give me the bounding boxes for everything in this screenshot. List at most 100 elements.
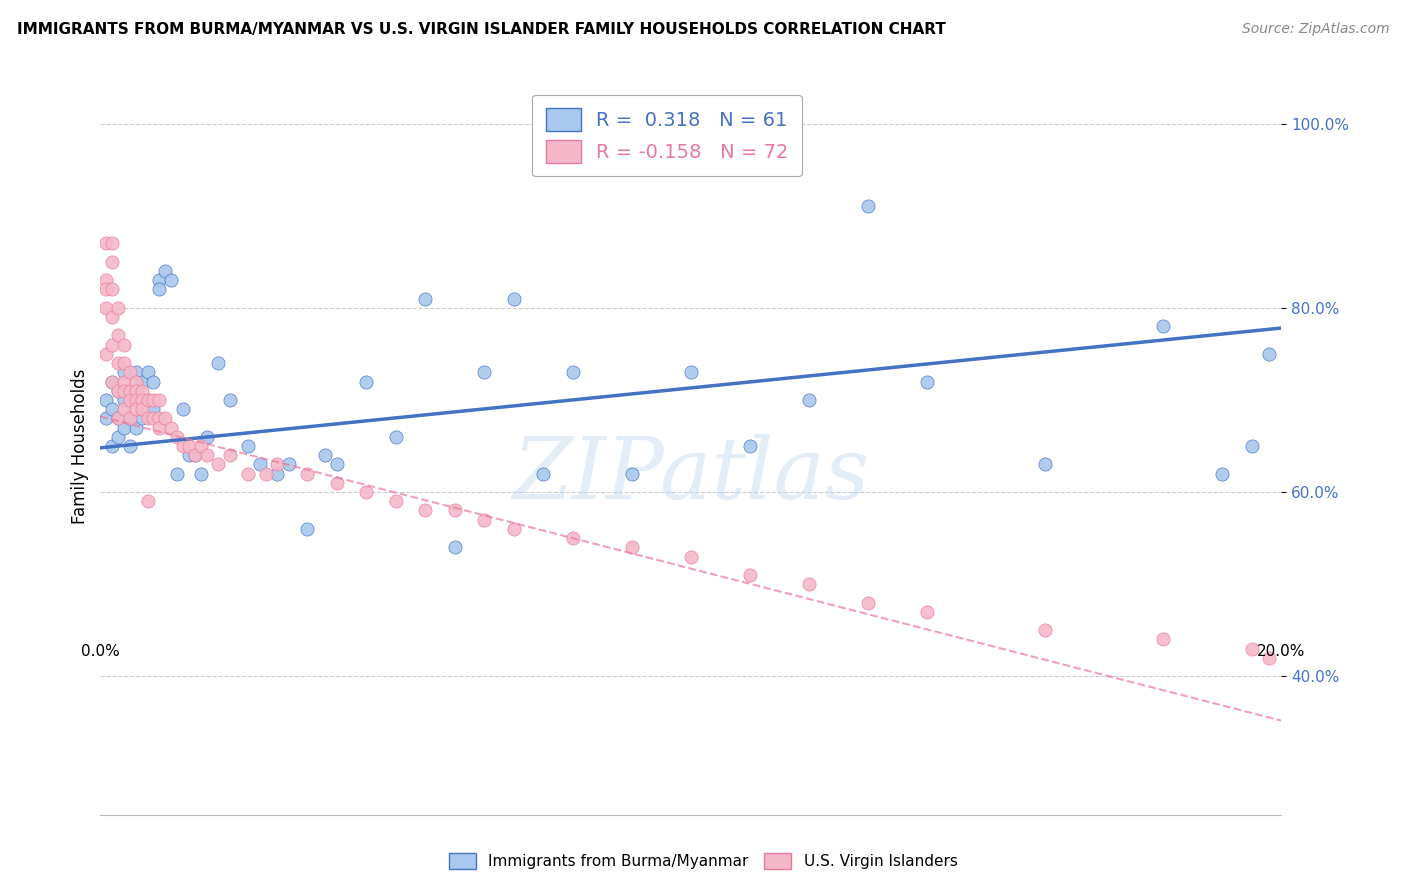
Point: [101, 282, 124, 296]
Point: [1152, 632, 1174, 647]
Point: [101, 236, 124, 251]
Point: [107, 328, 129, 343]
Point: [295, 522, 318, 536]
Point: [249, 458, 271, 472]
Point: [107, 384, 129, 398]
Point: [1258, 347, 1281, 361]
Point: [354, 375, 377, 389]
Point: [125, 392, 148, 407]
Point: [561, 365, 583, 379]
Text: ZIPatlas: ZIPatlas: [512, 434, 869, 516]
Point: [856, 596, 879, 610]
Point: [166, 430, 188, 444]
Point: [266, 458, 288, 472]
Point: [502, 522, 524, 536]
Point: [142, 411, 165, 425]
Point: [172, 439, 194, 453]
Point: [738, 568, 761, 582]
Point: [107, 411, 129, 425]
Point: [472, 365, 495, 379]
Point: [118, 411, 141, 425]
Point: [384, 494, 406, 508]
Text: 0.0%: 0.0%: [82, 643, 120, 658]
Point: [142, 402, 165, 417]
Point: [236, 439, 259, 453]
Point: [443, 541, 465, 555]
Point: [679, 365, 702, 379]
Point: [112, 420, 135, 434]
Point: [148, 282, 170, 296]
Point: [797, 577, 820, 591]
Point: [177, 448, 200, 462]
Point: [184, 448, 207, 462]
Point: [112, 356, 135, 370]
Point: [1240, 641, 1263, 656]
Legend: Immigrants from Burma/Myanmar, U.S. Virgin Islanders: Immigrants from Burma/Myanmar, U.S. Virg…: [443, 847, 963, 875]
Point: [136, 392, 159, 407]
Point: [915, 605, 938, 619]
Point: [107, 411, 129, 425]
Point: [915, 375, 938, 389]
Point: [112, 337, 135, 351]
Point: [195, 430, 218, 444]
Point: [1152, 319, 1174, 334]
Point: [96, 273, 118, 287]
Point: [101, 375, 124, 389]
Point: [856, 199, 879, 213]
Point: [620, 467, 643, 481]
Point: [125, 365, 148, 379]
Point: [112, 392, 135, 407]
Point: [797, 392, 820, 407]
Point: [96, 282, 118, 296]
Point: [112, 402, 135, 417]
Point: [101, 254, 124, 268]
Text: IMMIGRANTS FROM BURMA/MYANMAR VS U.S. VIRGIN ISLANDER FAMILY HOUSEHOLDS CORRELAT: IMMIGRANTS FROM BURMA/MYANMAR VS U.S. VI…: [17, 22, 946, 37]
Point: [531, 467, 554, 481]
Point: [354, 485, 377, 500]
Point: [325, 475, 347, 490]
Point: [101, 375, 124, 389]
Point: [118, 365, 141, 379]
Point: [413, 503, 436, 517]
Point: [131, 411, 153, 425]
Point: [160, 273, 183, 287]
Point: [207, 458, 229, 472]
Point: [679, 549, 702, 564]
Point: [413, 292, 436, 306]
Point: [125, 420, 148, 434]
Point: [118, 384, 141, 398]
Point: [112, 365, 135, 379]
Point: [219, 448, 242, 462]
Point: [136, 411, 159, 425]
Point: [314, 448, 336, 462]
Point: [101, 310, 124, 324]
Point: [148, 392, 170, 407]
Point: [561, 531, 583, 545]
Point: [148, 273, 170, 287]
Point: [101, 337, 124, 351]
Point: [1033, 458, 1056, 472]
Point: [125, 392, 148, 407]
Point: [131, 375, 153, 389]
Point: [266, 467, 288, 481]
Point: [136, 392, 159, 407]
Point: [96, 411, 118, 425]
Point: [236, 467, 259, 481]
Point: [177, 439, 200, 453]
Text: Source: ZipAtlas.com: Source: ZipAtlas.com: [1241, 22, 1389, 37]
Point: [142, 392, 165, 407]
Point: [142, 375, 165, 389]
Point: [278, 458, 301, 472]
Point: [325, 458, 347, 472]
Point: [502, 292, 524, 306]
Point: [101, 402, 124, 417]
Point: [219, 392, 242, 407]
Point: [148, 420, 170, 434]
Point: [148, 411, 170, 425]
Point: [125, 375, 148, 389]
Point: [472, 513, 495, 527]
Point: [136, 365, 159, 379]
Point: [384, 430, 406, 444]
Point: [96, 392, 118, 407]
Point: [190, 439, 212, 453]
